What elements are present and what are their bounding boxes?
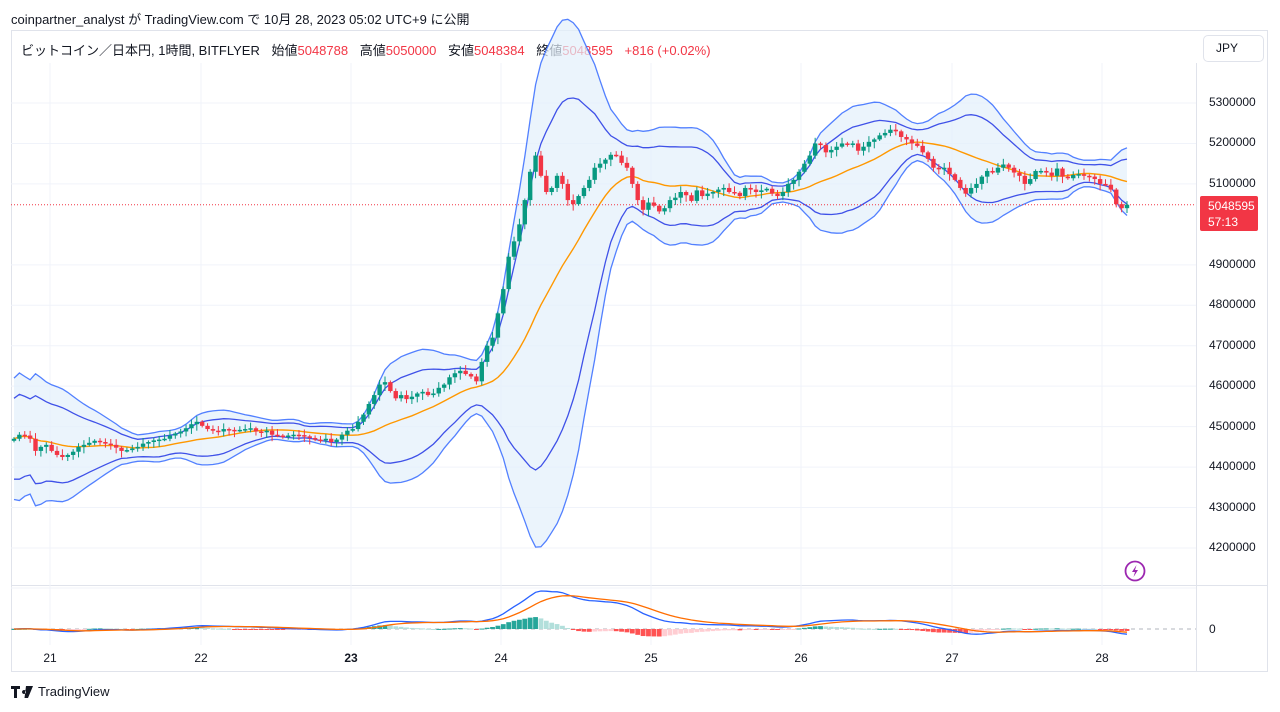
time-tick: 26 xyxy=(794,651,808,665)
price-tick: 4800000 xyxy=(1209,297,1256,312)
macd-zero-label: 0 xyxy=(1209,622,1216,636)
price-tick: 4700000 xyxy=(1209,337,1256,352)
price-tick: 5300000 xyxy=(1209,95,1256,109)
published-caption: coinpartner_analyst が TradingView.com で … xyxy=(11,12,470,27)
time-tick: 28 xyxy=(1095,651,1109,665)
price-tick: 5100000 xyxy=(1209,175,1256,190)
bar-countdown: 57:13 xyxy=(1208,215,1239,229)
currency-button[interactable]: JPY xyxy=(1203,35,1264,62)
price-tick: 4900000 xyxy=(1209,256,1256,271)
symbol-title[interactable]: ビットコイン／日本円, 1時間, BITFLYER xyxy=(21,43,260,58)
price-tick: 5200000 xyxy=(1209,135,1256,150)
pane-separator[interactable] xyxy=(11,585,1268,586)
price-tick: 4200000 xyxy=(1209,540,1256,554)
lightning-bolt-icon[interactable] xyxy=(1124,560,1146,582)
open-label: 始値 xyxy=(271,43,298,58)
time-tick: 23 xyxy=(344,651,358,665)
time-tick: 21 xyxy=(43,651,57,665)
price-axis-border xyxy=(1196,63,1197,672)
time-tick: 27 xyxy=(945,651,959,665)
price-tick: 4500000 xyxy=(1209,418,1256,433)
low-value: 5048384 xyxy=(474,43,525,58)
time-tick: 24 xyxy=(494,651,508,665)
chart-frame xyxy=(11,30,1268,672)
high-value: 5050000 xyxy=(385,43,437,58)
change-value: +816 (+0.02%) xyxy=(624,43,711,58)
open-value: 5048788 xyxy=(297,43,349,58)
last-price-label: 5048595 57:13 xyxy=(1200,196,1258,231)
time-tick: 25 xyxy=(644,651,658,665)
price-tick: 4600000 xyxy=(1209,378,1256,393)
footer-brand-text: TradingView xyxy=(38,684,110,699)
time-tick: 22 xyxy=(194,651,208,665)
high-label: 高値 xyxy=(359,43,386,58)
low-label: 安値 xyxy=(448,43,475,58)
price-tick: 4400000 xyxy=(1209,459,1256,474)
price-tick: 4300000 xyxy=(1209,499,1256,514)
last-price-value: 5048595 xyxy=(1208,199,1255,213)
footer-brand[interactable]: TradingView xyxy=(11,684,110,699)
tradingview-logo-icon xyxy=(11,685,33,698)
